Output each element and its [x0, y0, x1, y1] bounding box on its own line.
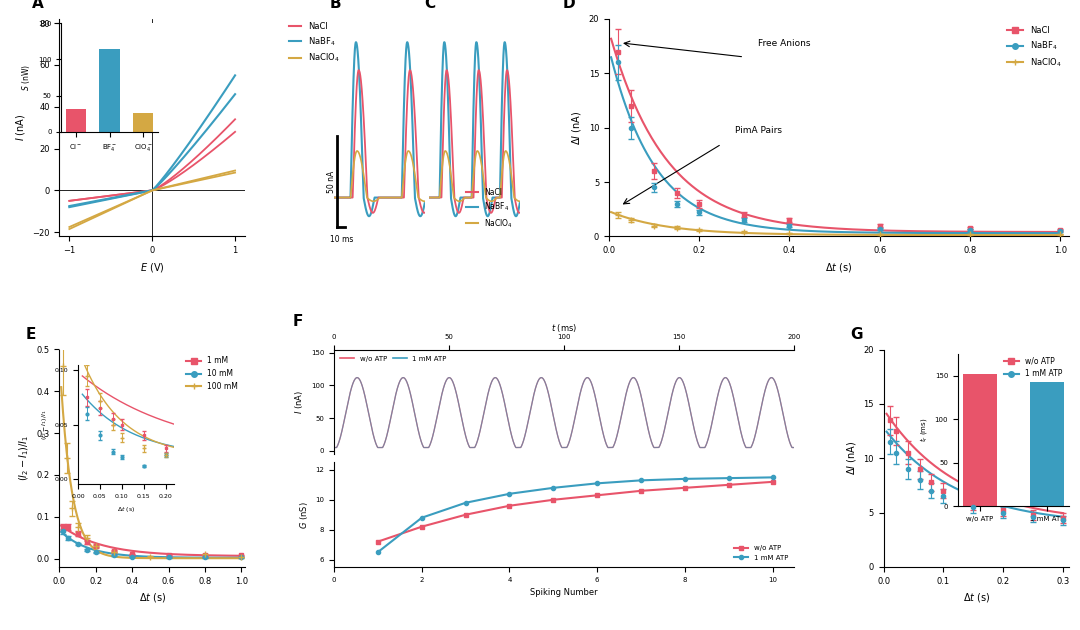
X-axis label: $\Delta t$ (s): $\Delta t$ (s) — [962, 592, 990, 604]
Legend: w/o ATP, 1 mM ATP: w/o ATP, 1 mM ATP — [338, 353, 449, 365]
Text: A: A — [31, 0, 43, 11]
Text: D: D — [563, 0, 576, 11]
Legend: w/o ATP, 1 mM ATP: w/o ATP, 1 mM ATP — [731, 542, 791, 563]
Text: B: B — [329, 0, 341, 11]
Text: PimA Pairs: PimA Pairs — [735, 126, 782, 135]
X-axis label: $E$ (V): $E$ (V) — [140, 261, 164, 273]
Y-axis label: $\Delta I$ (nA): $\Delta I$ (nA) — [845, 441, 858, 476]
Y-axis label: $G$ (nS): $G$ (nS) — [298, 501, 310, 529]
Legend: 1 mM, 10 mM, 100 mM: 1 mM, 10 mM, 100 mM — [183, 353, 241, 394]
X-axis label: $\Delta t$ (s): $\Delta t$ (s) — [138, 592, 166, 604]
Text: 50 nA: 50 nA — [327, 171, 336, 193]
Legend: NaCl, NaBF$_4$, NaClO$_4$: NaCl, NaBF$_4$, NaClO$_4$ — [285, 19, 343, 67]
X-axis label: $t$ (ms): $t$ (ms) — [551, 322, 578, 334]
X-axis label: Spiking Number: Spiking Number — [530, 588, 598, 597]
Text: C: C — [424, 0, 436, 11]
Text: 10 ms: 10 ms — [329, 235, 353, 244]
X-axis label: $\Delta t$ (s): $\Delta t$ (s) — [825, 261, 853, 273]
Text: Free Anions: Free Anions — [758, 39, 810, 48]
Text: E: E — [26, 326, 37, 341]
Y-axis label: $(I_2-I_1)/I_1$: $(I_2-I_1)/I_1$ — [17, 435, 31, 481]
Y-axis label: $I$ (nA): $I$ (nA) — [294, 390, 306, 414]
Legend: NaCl, NaBF$_4$, NaClO$_4$: NaCl, NaBF$_4$, NaClO$_4$ — [463, 185, 516, 232]
Text: G: G — [850, 326, 863, 341]
Y-axis label: $\Delta I$ (nA): $\Delta I$ (nA) — [570, 110, 583, 145]
Legend: NaCl, NaBF$_4$, NaClO$_4$: NaCl, NaBF$_4$, NaClO$_4$ — [1003, 23, 1065, 72]
Text: F: F — [293, 314, 303, 329]
Legend: w/o ATP, 1 mM ATP: w/o ATP, 1 mM ATP — [1000, 353, 1065, 381]
Y-axis label: $I$ (nA): $I$ (nA) — [14, 114, 27, 141]
